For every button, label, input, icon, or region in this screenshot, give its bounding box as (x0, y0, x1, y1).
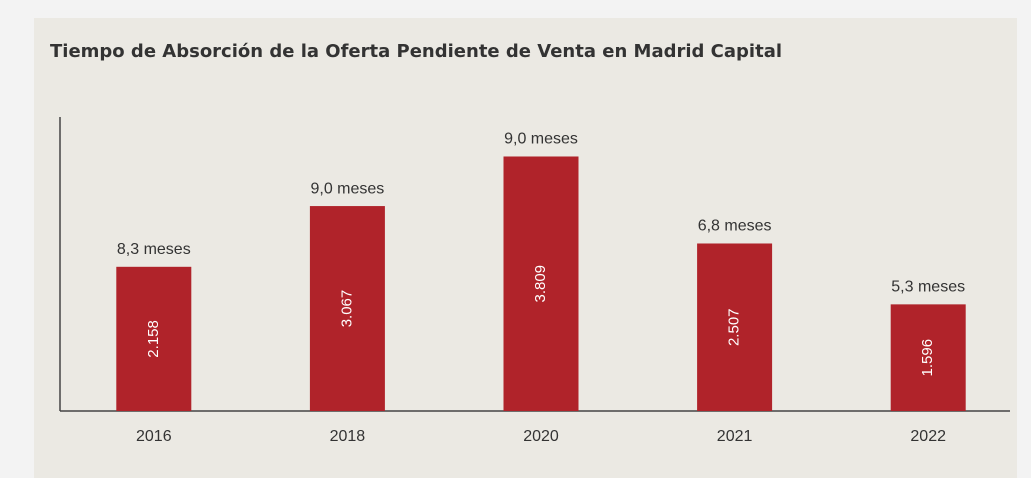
value-label: 2.507 (726, 308, 743, 346)
bar (309, 206, 385, 411)
bar-annotation: 5,3 meses (891, 279, 965, 296)
bar (116, 266, 192, 411)
x-tick-label: 2022 (910, 428, 946, 445)
bar-annotation: 8,3 meses (117, 241, 191, 258)
x-tick-label: 2020 (523, 428, 559, 445)
value-label: 1.596 (919, 339, 936, 377)
chart-title: Tiempo de Absorción de la Oferta Pendien… (50, 41, 782, 62)
bar (697, 243, 773, 411)
bar-annotation: 9,0 meses (310, 180, 384, 197)
bar (890, 304, 966, 411)
x-tick-label: 2016 (136, 428, 172, 445)
bar (503, 156, 579, 411)
x-tick-label: 2021 (717, 428, 753, 445)
bar-annotation: 6,8 meses (698, 218, 772, 235)
bar-annotation: 9,0 meses (504, 131, 578, 148)
value-label: 2.158 (145, 320, 162, 358)
value-label: 3.067 (338, 290, 355, 328)
x-tick-label: 2018 (330, 428, 366, 445)
value-label: 3.809 (532, 265, 549, 303)
